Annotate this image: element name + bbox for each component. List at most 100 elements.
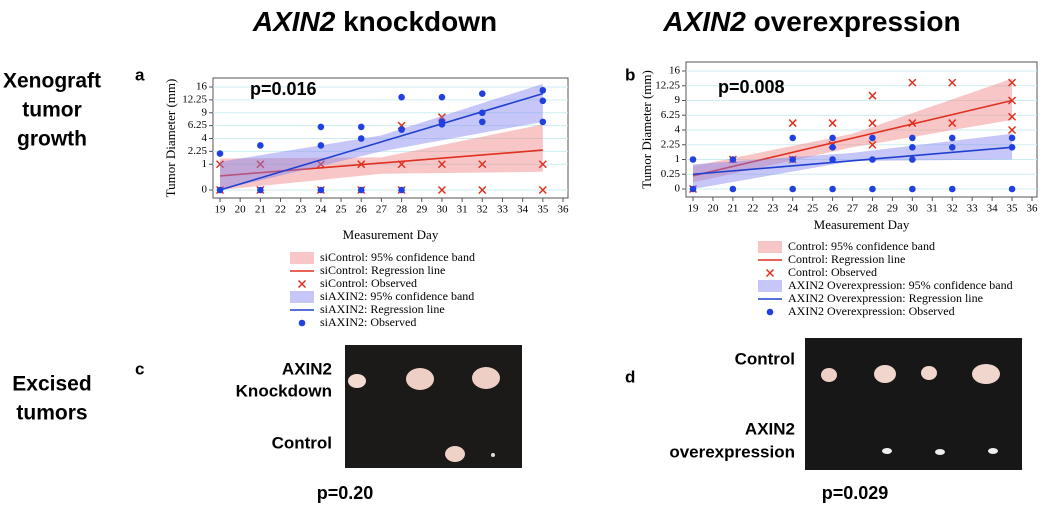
observed-point — [478, 118, 486, 126]
y-axis-label: Tumor Diameter (mm) — [639, 70, 654, 189]
x-tick-label: 23 — [767, 203, 779, 215]
x-tick-label: 25 — [336, 204, 348, 216]
x-tick-label: 33 — [967, 203, 979, 215]
panel-letter: b — [625, 65, 635, 84]
regression-line — [692, 146, 1013, 176]
photo-label: Knockdown — [236, 381, 332, 400]
tumor — [874, 365, 896, 383]
x-axis-label: Measurement Day — [343, 227, 439, 242]
legend-key — [297, 279, 307, 289]
tumor — [935, 449, 945, 455]
p-value: p=0.029 — [822, 483, 889, 503]
observed-point — [948, 143, 956, 151]
observed-point — [828, 119, 837, 128]
x-tick-label: 26 — [356, 204, 368, 216]
regression-line — [219, 92, 544, 191]
y-tick-label: 2.25 — [661, 138, 681, 150]
tumor — [445, 446, 465, 462]
observed-point — [909, 143, 916, 151]
regression-line — [219, 149, 543, 177]
y-tick-label: 0 — [675, 183, 681, 195]
observed-point — [538, 160, 547, 169]
row-label: Xenograft — [3, 70, 101, 93]
observed-point — [1008, 96, 1017, 105]
x-tick-label: 22 — [747, 203, 758, 215]
x-tick-label: 36 — [558, 204, 570, 216]
observed-point — [729, 156, 737, 163]
observed-point — [216, 150, 224, 157]
x-tick-label: 24 — [315, 204, 327, 216]
observed-point — [478, 185, 487, 195]
observed-point — [398, 93, 405, 101]
observed-point — [257, 186, 264, 194]
observed-point — [868, 119, 877, 128]
confidence-band — [220, 124, 543, 190]
observed-point — [257, 142, 264, 149]
observed-point — [437, 113, 446, 122]
legend-key — [290, 291, 314, 303]
observed-point — [789, 134, 797, 142]
observed-point — [357, 186, 365, 194]
tumor — [821, 368, 837, 382]
x-tick-label: 29 — [887, 203, 899, 215]
photo-label: AXIN2 — [282, 359, 332, 378]
legend-key — [758, 241, 782, 253]
observed-point — [869, 134, 876, 142]
tumor — [882, 448, 892, 454]
column-title: AXIN2 overexpression — [662, 6, 960, 37]
x-tick-label: 24 — [787, 203, 799, 215]
panel-letter: d — [625, 367, 635, 386]
legend-label: siAXIN2: Observed — [320, 315, 416, 329]
observed-point — [357, 160, 366, 169]
x-tick-label: 28 — [867, 203, 879, 215]
observed-point — [789, 185, 797, 193]
panel-letter: c — [135, 359, 144, 378]
legend-key — [766, 308, 774, 316]
tumor — [988, 448, 998, 454]
observed-point — [868, 91, 877, 100]
p-value: p=0.016 — [250, 79, 317, 99]
p-value: p=0.008 — [718, 77, 785, 97]
observed-point — [539, 97, 547, 105]
y-axis-label: Tumor Diameter (mm) — [163, 79, 178, 198]
observed-point — [908, 119, 917, 128]
legend-key — [758, 280, 782, 292]
observed-point — [1008, 185, 1016, 193]
observed-point — [869, 156, 876, 163]
observed-point — [948, 134, 956, 142]
observed-point — [538, 185, 547, 195]
observed-point — [438, 93, 446, 101]
observed-point — [1008, 112, 1017, 121]
y-tick-label: 0.25 — [661, 168, 681, 180]
gene: AXIN2 — [662, 6, 746, 37]
y-tick-label: 12.25 — [182, 93, 207, 105]
y-tick-label: 9 — [675, 94, 681, 106]
row-label: tumors — [16, 402, 87, 425]
x-tick-label: 33 — [497, 204, 509, 216]
y-tick-label: 2.25 — [188, 145, 208, 157]
y-tick-label: 4 — [202, 132, 208, 144]
x-tick-label: 34 — [517, 204, 529, 216]
y-tick-label: 12.25 — [655, 79, 680, 91]
x-tick-label: 32 — [947, 203, 958, 215]
title-rest: overexpression — [754, 6, 961, 37]
y-tick-label: 6.25 — [188, 119, 208, 131]
x-tick-label: 30 — [436, 204, 448, 216]
legend-label: Control: Regression line — [788, 252, 905, 266]
y-tick-label: 1 — [675, 153, 681, 165]
legend-label: AXIN2 Overexpression: 95% confidence ban… — [788, 278, 1013, 292]
observed-point — [909, 185, 916, 193]
x-tick-label: 28 — [396, 204, 408, 216]
x-tick-label: 27 — [847, 203, 859, 215]
x-tick-label: 31 — [457, 204, 468, 216]
observed-point — [689, 185, 697, 193]
row-label: Excised — [12, 373, 91, 396]
x-tick-label: 22 — [275, 204, 286, 216]
photo-label: Control — [735, 349, 795, 368]
photo-label: overexpression — [669, 442, 795, 461]
legend-key — [298, 319, 306, 327]
x-tick-label: 20 — [707, 203, 719, 215]
legend-label: AXIN2 Overexpression: Regression line — [788, 291, 983, 305]
tumor — [348, 374, 366, 388]
